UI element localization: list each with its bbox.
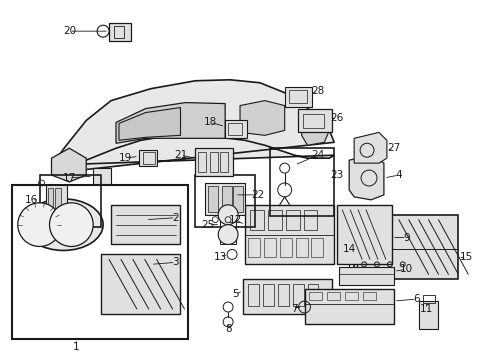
Bar: [228, 123, 242, 135]
Polygon shape: [348, 155, 383, 200]
Text: 22: 22: [251, 190, 264, 200]
Text: 24: 24: [310, 150, 324, 160]
Bar: [195, 175, 254, 227]
Bar: [195, 148, 233, 176]
Bar: [307, 284, 318, 306]
Bar: [267, 210, 281, 230]
Bar: [210, 152, 218, 172]
Bar: [111, 205, 180, 244]
Bar: [264, 238, 275, 257]
Bar: [353, 215, 457, 279]
Text: 14: 14: [342, 244, 355, 255]
Text: 20: 20: [62, 26, 76, 36]
Polygon shape: [119, 108, 180, 140]
Bar: [422, 295, 434, 303]
Text: 26: 26: [330, 113, 343, 123]
Text: 3: 3: [172, 257, 179, 267]
Bar: [224, 121, 246, 138]
Bar: [297, 109, 332, 132]
Bar: [243, 279, 332, 314]
Text: 27: 27: [386, 143, 400, 153]
Text: 9: 9: [403, 233, 409, 243]
Text: 16: 16: [25, 195, 38, 205]
Bar: [326, 292, 340, 300]
Bar: [345, 292, 357, 300]
Bar: [269, 148, 334, 216]
Bar: [339, 267, 393, 285]
Text: 23: 23: [330, 170, 343, 180]
Bar: [337, 205, 391, 264]
Polygon shape: [240, 100, 284, 135]
Text: 25: 25: [201, 220, 214, 230]
Bar: [247, 238, 259, 257]
Text: 6: 6: [412, 294, 419, 304]
Bar: [198, 152, 206, 172]
Text: 21: 21: [174, 150, 187, 160]
Text: 13: 13: [213, 252, 226, 262]
Bar: [208, 186, 218, 212]
Circle shape: [18, 203, 61, 247]
Bar: [40, 175, 101, 227]
Bar: [304, 289, 393, 324]
Bar: [12, 185, 188, 339]
Bar: [288, 90, 306, 103]
Bar: [47, 188, 53, 210]
Bar: [348, 222, 356, 242]
Polygon shape: [301, 118, 328, 145]
Bar: [285, 210, 299, 230]
Text: 12: 12: [228, 215, 241, 225]
Bar: [302, 113, 324, 129]
Bar: [263, 284, 273, 306]
Bar: [101, 255, 180, 314]
Text: 28: 28: [310, 86, 324, 96]
Text: 5: 5: [231, 289, 238, 299]
Text: 11: 11: [419, 304, 432, 314]
Text: 2: 2: [172, 213, 179, 223]
Text: 10: 10: [399, 264, 412, 274]
Polygon shape: [116, 103, 224, 143]
Bar: [309, 292, 322, 300]
Text: 7: 7: [291, 304, 297, 314]
Bar: [311, 238, 323, 257]
Bar: [249, 210, 264, 230]
Bar: [279, 238, 291, 257]
Bar: [139, 150, 156, 166]
Polygon shape: [51, 148, 86, 182]
Text: 15: 15: [459, 252, 472, 262]
Bar: [244, 205, 334, 264]
Bar: [142, 152, 154, 164]
Bar: [45, 185, 67, 215]
Ellipse shape: [24, 199, 103, 251]
Bar: [292, 284, 303, 306]
Bar: [247, 284, 258, 306]
Polygon shape: [51, 80, 334, 173]
Text: 17: 17: [62, 173, 76, 183]
Bar: [295, 238, 307, 257]
Polygon shape: [353, 132, 386, 163]
Text: 8: 8: [224, 324, 231, 334]
Text: 18: 18: [203, 117, 217, 127]
Bar: [55, 188, 61, 210]
Bar: [220, 208, 236, 243]
Bar: [222, 186, 232, 212]
Bar: [233, 186, 243, 212]
Bar: [303, 210, 317, 230]
Text: 19: 19: [119, 153, 132, 163]
Bar: [418, 301, 438, 329]
Bar: [362, 292, 375, 300]
Circle shape: [218, 205, 238, 225]
Bar: [93, 168, 111, 184]
Text: 1: 1: [73, 342, 80, 352]
Bar: [277, 284, 288, 306]
Circle shape: [49, 203, 93, 247]
Circle shape: [218, 225, 238, 244]
Bar: [114, 26, 123, 38]
Bar: [348, 247, 356, 267]
Bar: [220, 152, 228, 172]
Bar: [109, 23, 131, 41]
Text: 4: 4: [395, 170, 401, 180]
Bar: [205, 183, 244, 215]
Bar: [284, 87, 312, 107]
